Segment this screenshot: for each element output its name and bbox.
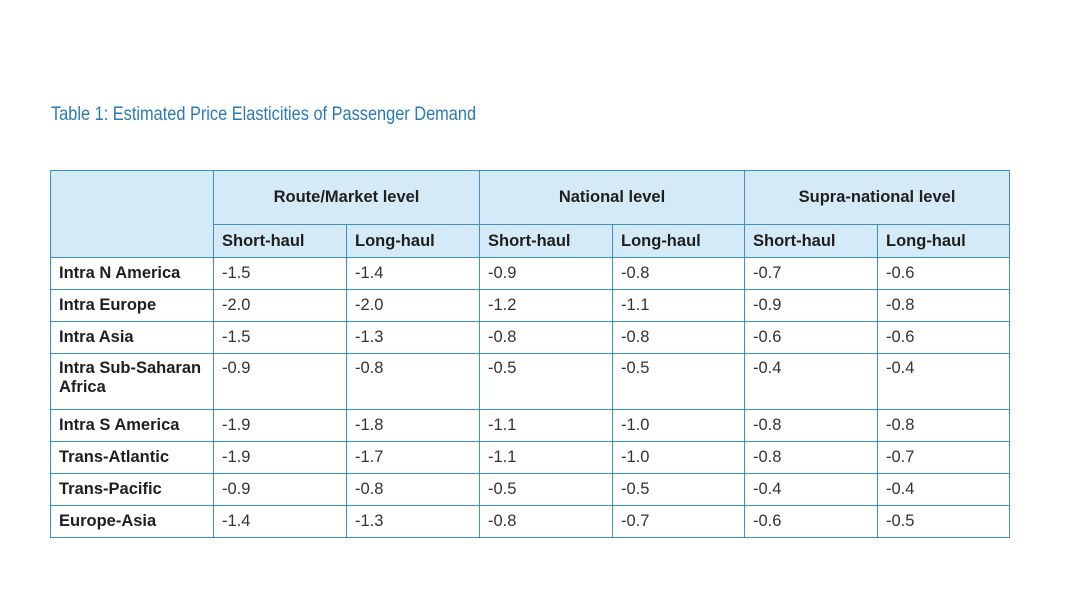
table-cell: -0.4 xyxy=(876,473,1011,506)
row-label: Europe-Asia xyxy=(50,505,214,538)
table-cell: -2.0 xyxy=(213,289,347,322)
table-cell: -0.8 xyxy=(479,321,613,354)
subcol-header: Short-haul xyxy=(213,224,347,258)
row-label: Trans-Pacific xyxy=(50,473,214,506)
row-label: Intra Sub-Saharan Africa xyxy=(50,353,214,410)
group-header-route-market: Route/Market level xyxy=(213,170,480,225)
subcol-header: Long-haul xyxy=(346,224,480,258)
table-row: Intra Europe -2.0 -2.0 -1.2 -1.1 -0.9 -0.8 xyxy=(50,289,1011,322)
table-cell: -0.5 xyxy=(612,473,745,506)
table-row: Europe-Asia -1.4 -1.3 -0.8 -0.7 -0.6 -0.5 xyxy=(50,505,1011,538)
table-cell: -0.7 xyxy=(876,441,1011,474)
table-cell: -0.4 xyxy=(744,353,878,410)
table-cell: -1.4 xyxy=(213,505,347,538)
row-label: Trans-Atlantic xyxy=(50,441,214,474)
table-cell: -1.5 xyxy=(213,257,347,290)
table-cell: -0.4 xyxy=(876,353,1011,410)
table-cell: -1.8 xyxy=(346,409,480,442)
corner-cell xyxy=(50,170,214,258)
table-cell: -0.8 xyxy=(346,353,480,410)
table-cell: -0.6 xyxy=(744,321,878,354)
table-cell: -1.0 xyxy=(612,441,745,474)
table-cell: -0.8 xyxy=(876,409,1011,442)
table-cell: -0.8 xyxy=(612,321,745,354)
subcol-header: Short-haul xyxy=(744,224,878,258)
table-cell: -0.6 xyxy=(876,321,1011,354)
table-row: Intra Asia -1.5 -1.3 -0.8 -0.8 -0.6 -0.6 xyxy=(50,321,1011,354)
subcol-header: Long-haul xyxy=(612,224,745,258)
table-cell: -1.1 xyxy=(479,409,613,442)
table-cell: -1.1 xyxy=(612,289,745,322)
table-cell: -0.9 xyxy=(479,257,613,290)
table-cell: -2.0 xyxy=(346,289,480,322)
table-cell: -0.8 xyxy=(612,257,745,290)
table-cell: -1.4 xyxy=(346,257,480,290)
table-cell: -0.9 xyxy=(213,473,347,506)
table-row: Intra N America -1.5 -1.4 -0.9 -0.8 -0.7 -0.6 xyxy=(50,257,1011,290)
table-cell: -0.5 xyxy=(479,473,613,506)
table-cell: -0.9 xyxy=(213,353,347,410)
table-cell: -1.0 xyxy=(612,409,745,442)
table-cell: -0.8 xyxy=(876,289,1011,322)
table-row: Trans-Atlantic -1.9 -1.7 -1.1 -1.0 -0.8 -0.7 xyxy=(50,441,1011,474)
table-cell: -1.5 xyxy=(213,321,347,354)
group-header-supra-national: Supra-national level xyxy=(743,170,1011,225)
table-cell: -0.8 xyxy=(346,473,480,506)
table-cell: -0.5 xyxy=(479,353,613,410)
table-cell: -0.7 xyxy=(744,257,878,290)
table-cell: -1.7 xyxy=(346,441,480,474)
table-cell: -1.3 xyxy=(346,505,480,538)
table-row: Intra S America -1.9 -1.8 -1.1 -1.0 -0.8 -0.8 xyxy=(50,409,1011,442)
table-cell: -0.5 xyxy=(612,353,745,410)
table-cell: -0.8 xyxy=(744,409,878,442)
table-title: Table 1: Estimated Price Elasticities of… xyxy=(51,104,477,125)
row-label: Intra Europe xyxy=(50,289,214,322)
row-label: Intra Asia xyxy=(50,321,214,354)
table-cell: -0.6 xyxy=(744,505,878,538)
table-cell: -0.9 xyxy=(744,289,878,322)
elasticity-table: Route/Market level National level Supra-… xyxy=(50,170,1011,538)
table-row: Trans-Pacific -0.9 -0.8 -0.5 -0.5 -0.4 -0.4 xyxy=(50,473,1011,506)
table-cell: -0.4 xyxy=(744,473,878,506)
table-cell: -0.8 xyxy=(744,441,878,474)
group-header-national: National level xyxy=(479,170,745,225)
table-cell: -1.1 xyxy=(479,441,613,474)
table-cell: -0.7 xyxy=(612,505,745,538)
table-cell: -1.2 xyxy=(479,289,613,322)
subcol-header: Long-haul xyxy=(876,224,1011,258)
row-label: Intra N America xyxy=(50,257,214,290)
table-row: Intra Sub-Saharan Africa -0.9 -0.8 -0.5 -0.5… xyxy=(50,353,1011,410)
row-label: Intra S America xyxy=(50,409,214,442)
table-cell: -0.5 xyxy=(876,505,1011,538)
subcol-header: Short-haul xyxy=(479,224,613,258)
table-cell: -1.3 xyxy=(346,321,480,354)
table-cell: -0.6 xyxy=(876,257,1011,290)
table-cell: -0.8 xyxy=(479,505,613,538)
table-cell: -1.9 xyxy=(213,441,347,474)
table-cell: -1.9 xyxy=(213,409,347,442)
